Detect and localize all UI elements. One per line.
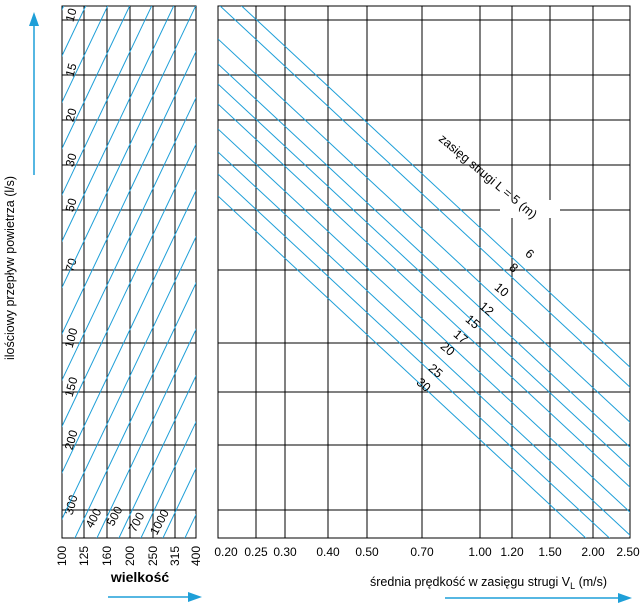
x-tick-left: 250 bbox=[146, 546, 160, 566]
y-tick-left: 10 bbox=[63, 6, 80, 23]
y-tick-left: 70 bbox=[63, 256, 80, 273]
throw-length-line bbox=[240, 6, 630, 368]
left-size-line bbox=[62, 143, 196, 428]
y-tick-left: 30 bbox=[63, 151, 80, 168]
series-label: 6 bbox=[522, 246, 536, 261]
series-label: 20 bbox=[438, 339, 458, 359]
x-tick-right: 0.50 bbox=[355, 545, 379, 559]
y-tick-left: 50 bbox=[63, 196, 80, 213]
throw-length-line bbox=[218, 38, 630, 423]
x-tick-right: 0.20 bbox=[214, 545, 238, 559]
right-panel-lines bbox=[218, 6, 630, 538]
left-size-line bbox=[62, 6, 196, 289]
x-tick-right: 0.25 bbox=[244, 545, 268, 559]
left-size-line bbox=[62, 235, 196, 521]
y-tick-left: 200 bbox=[62, 428, 81, 451]
throw-length-line bbox=[218, 173, 611, 538]
left-size-line bbox=[62, 96, 196, 382]
x-tick-right: 1.50 bbox=[538, 545, 562, 559]
size-line-label: 1000 bbox=[147, 507, 172, 537]
x-tick-left: 200 bbox=[123, 546, 137, 566]
right-panel-grid: 0.20 0.25 0.30 0.40 0.50 0.70 1.00 1.20 1.50 2.00… bbox=[214, 5, 640, 559]
left-size-line bbox=[140, 420, 196, 538]
x-axis-arrow-head-left-icon bbox=[188, 592, 202, 602]
series-title: zasięg strugi L = 5 (m) bbox=[436, 132, 540, 222]
x-tick-right: 0.40 bbox=[316, 545, 340, 559]
left-size-line bbox=[74, 281, 196, 538]
x-tick-right: 1.00 bbox=[468, 545, 492, 559]
left-size-line bbox=[96, 328, 196, 538]
series-label: 25 bbox=[426, 361, 446, 381]
x-tick-right: 2.50 bbox=[616, 545, 640, 559]
y-tick-left: 20 bbox=[63, 106, 80, 123]
series-label: 15 bbox=[463, 312, 483, 332]
left-size-line bbox=[62, 6, 153, 196]
x-axis-arrow-head-right-icon bbox=[618, 593, 632, 603]
left-size-line bbox=[62, 50, 196, 335]
x-tick-right: 1.20 bbox=[500, 545, 524, 559]
x-tick-right: 0.30 bbox=[273, 545, 297, 559]
left-size-line bbox=[62, 6, 109, 104]
left-size-line bbox=[62, 189, 196, 474]
throw-length-line bbox=[218, 151, 630, 536]
throw-length-line bbox=[219, 6, 630, 388]
left-size-line bbox=[118, 374, 196, 538]
throw-length-line bbox=[218, 103, 630, 488]
x-tick-left: 125 bbox=[77, 546, 91, 566]
y-axis-title: ilościowy przepływ powietrza (l/s) bbox=[3, 176, 17, 360]
left-size-line bbox=[62, 6, 175, 243]
x-tick-right: 0.70 bbox=[410, 545, 434, 559]
left-panel-grid: 100 125 160 200 250 315 4001015203050701001502… bbox=[55, 5, 203, 566]
left-panel-lines bbox=[62, 6, 196, 538]
x-tick-left: 160 bbox=[100, 546, 114, 566]
y-axis-arrow-head-icon bbox=[29, 12, 39, 26]
throw-length-line bbox=[218, 128, 630, 513]
throw-length-line bbox=[218, 83, 630, 468]
x-tick-left: 315 bbox=[168, 546, 182, 566]
x-tick-left: 400 bbox=[189, 546, 203, 566]
x-axis-title-right: średnia prędkość w zasięgu strugi VL (m/… bbox=[370, 575, 607, 591]
y-tick-left: 100 bbox=[62, 326, 81, 349]
size-line-label: 400 bbox=[83, 506, 105, 531]
left-size-line bbox=[62, 6, 131, 150]
y-tick-left: 150 bbox=[62, 375, 81, 398]
x-tick-left: 100 bbox=[55, 546, 69, 566]
throw-length-line bbox=[218, 63, 630, 448]
x-tick-right: 2.00 bbox=[581, 545, 605, 559]
series-label: 8 bbox=[506, 260, 520, 275]
throw-length-line bbox=[218, 195, 587, 538]
x-axis-title-left: wielkość bbox=[110, 569, 170, 585]
